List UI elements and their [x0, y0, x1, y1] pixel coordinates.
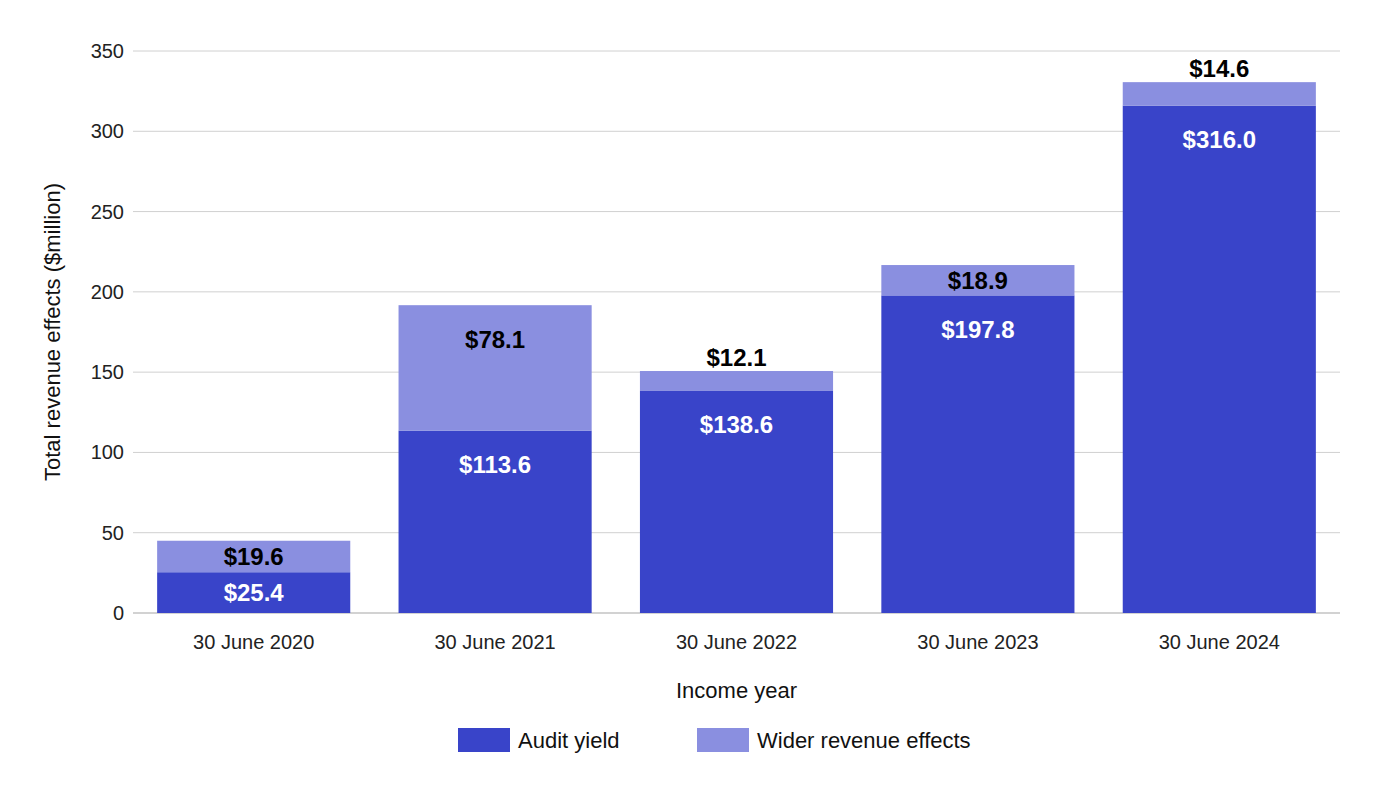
legend: Audit yield Wider revenue effects	[458, 728, 971, 753]
data-label: $113.6	[459, 451, 531, 478]
legend-label: Wider revenue effects	[757, 728, 971, 753]
y-tick-label: 250	[91, 201, 124, 223]
legend-swatch	[697, 728, 749, 752]
bar-segment	[157, 541, 350, 572]
bar-segment	[1123, 82, 1316, 105]
bar-segment	[399, 431, 592, 613]
y-tick-label: 50	[102, 522, 124, 544]
grid	[133, 51, 1340, 613]
x-tick-label: 30 June 2024	[1159, 631, 1280, 653]
data-labels: $25.4 $19.6 $113.6 $78.1 $138.6 $12.1 $197.8 $1…	[224, 55, 1256, 606]
y-tick-label: 150	[91, 361, 124, 383]
data-label: $14.6	[1189, 55, 1249, 82]
x-axis-title: Income year	[676, 678, 797, 703]
data-label: $25.4	[224, 579, 285, 606]
data-label: $18.9	[948, 267, 1008, 294]
x-tick-label: 30 June 2022	[676, 631, 797, 653]
y-tick-label: 100	[91, 441, 124, 463]
y-tick-label: 200	[91, 281, 124, 303]
legend-label: Audit yield	[518, 728, 620, 753]
y-tick-label: 300	[91, 120, 124, 142]
data-label: $316.0	[1183, 126, 1256, 153]
bar-segment	[157, 572, 350, 613]
bar-segment	[881, 295, 1074, 613]
data-label: $138.6	[700, 411, 773, 438]
data-label: $12.1	[706, 344, 766, 371]
y-tick-label: 0	[113, 602, 124, 624]
y-axis-title: Total revenue effects ($million)	[40, 183, 65, 481]
data-label: $19.6	[224, 543, 284, 570]
bar-segment	[399, 305, 592, 430]
bar-segment	[640, 371, 833, 390]
chart: 0 50 100 150 200 250 300 350 $25.4 $19.6 $113.6 $78…	[0, 0, 1378, 794]
data-label: $78.1	[465, 326, 525, 353]
bars	[157, 82, 1316, 613]
bar-segment	[640, 390, 833, 613]
y-tick-label: 350	[91, 40, 124, 62]
data-label: $197.8	[941, 316, 1014, 343]
x-tick-label: 30 June 2023	[917, 631, 1038, 653]
bar-segment	[881, 265, 1074, 295]
legend-swatch	[458, 728, 510, 752]
grid-line	[133, 51, 1340, 52]
x-tick-label: 30 June 2020	[193, 631, 314, 653]
bar-segment	[1123, 106, 1316, 613]
x-tick-label: 30 June 2021	[434, 631, 555, 653]
